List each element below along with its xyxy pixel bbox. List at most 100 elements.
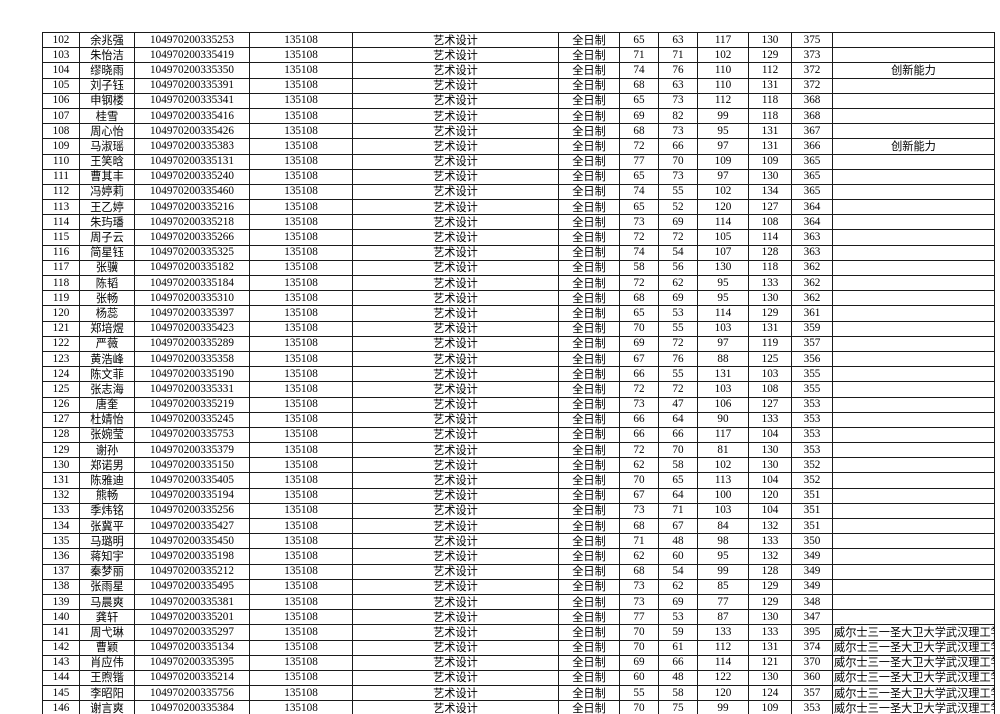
cell-exam-number: 104970200335423 — [134, 320, 250, 337]
cell-score-1: 68 — [619, 563, 659, 580]
cell-score-2: 73 — [658, 92, 698, 109]
cell-exam-number: 104970200335358 — [134, 350, 250, 368]
cell-exam-number: 104970200335134 — [134, 639, 250, 656]
cell-exam-number: 104970200335219 — [134, 396, 250, 413]
cell-study-type: 全日制 — [558, 92, 620, 109]
cell-name: 周子云 — [79, 229, 135, 246]
cell-major-code: 135108 — [249, 411, 353, 428]
cell-score-3: 120 — [697, 685, 749, 702]
cell-index: 104 — [42, 62, 80, 79]
cell-study-type: 全日制 — [558, 517, 620, 535]
cell-score-3: 95 — [697, 290, 749, 307]
cell-score-1: 72 — [619, 442, 659, 459]
cell-name: 王笑晗 — [79, 153, 135, 170]
cell-name: 王乙婷 — [79, 199, 135, 216]
cell-score-3: 106 — [697, 396, 749, 413]
cell-name: 曹颖 — [79, 639, 135, 656]
cell-score-4: 130 — [748, 442, 792, 459]
cell-score-2: 61 — [658, 639, 698, 656]
cell-exam-number: 104970200335379 — [134, 442, 250, 459]
cell-note: 威尔士三一圣大卫大学武汉理工学院 — [832, 624, 995, 641]
cell-score-1: 66 — [619, 426, 659, 444]
cell-score-2: 70 — [658, 153, 698, 170]
cell-score-4: 131 — [748, 77, 792, 94]
cell-score-1: 62 — [619, 457, 659, 474]
cell-major-code: 135108 — [249, 244, 353, 261]
cell-note — [832, 305, 995, 322]
cell-score-2: 60 — [658, 548, 698, 565]
cell-name: 郑培煜 — [79, 320, 135, 337]
cell-study-type: 全日制 — [558, 396, 620, 413]
cell-score-1: 66 — [619, 366, 659, 383]
cell-score-4: 112 — [748, 62, 792, 79]
cell-study-type: 全日制 — [558, 669, 620, 687]
table-row: 145 李昭阳 104970200335756 135108 艺术设计 全日制 55 58 12… — [42, 685, 995, 702]
cell-study-type: 全日制 — [558, 244, 620, 261]
cell-major-code: 135108 — [249, 563, 353, 580]
cell-study-type: 全日制 — [558, 700, 620, 714]
cell-score-2: 48 — [658, 533, 698, 550]
table-row: 108 周心怡 104970200335426 135108 艺术设计 全日制 68 73 95… — [42, 123, 995, 140]
table-row: 143 肖应伟 104970200335395 135108 艺术设计 全日制 69 66 11… — [42, 654, 995, 671]
cell-total: 365 — [791, 168, 833, 185]
cell-exam-number: 104970200335297 — [134, 624, 250, 641]
cell-major-code: 135108 — [249, 700, 353, 714]
cell-note — [832, 199, 995, 216]
table-row: 109 马淑瑶 104970200335383 135108 艺术设计 全日制 72 66 97… — [42, 138, 995, 155]
cell-note — [832, 92, 995, 109]
cell-name: 马淑瑶 — [79, 138, 135, 155]
cell-name: 龚轩 — [79, 609, 135, 626]
cell-score-2: 73 — [658, 168, 698, 185]
cell-major-code: 135108 — [249, 685, 353, 702]
cell-field: 艺术设计 — [352, 563, 559, 580]
cell-field: 艺术设计 — [352, 639, 559, 656]
cell-index: 116 — [42, 244, 80, 261]
cell-study-type: 全日制 — [558, 47, 620, 64]
cell-index: 131 — [42, 472, 80, 489]
cell-exam-number: 104970200335190 — [134, 366, 250, 383]
cell-score-3: 117 — [697, 31, 749, 49]
cell-score-4: 129 — [748, 305, 792, 322]
cell-study-type: 全日制 — [558, 107, 620, 125]
cell-score-4: 104 — [748, 472, 792, 489]
table-row: 131 陈雅迪 104970200335405 135108 艺术设计 全日制 70 65 11… — [42, 472, 995, 489]
cell-score-3: 130 — [697, 259, 749, 277]
cell-score-4: 125 — [748, 350, 792, 368]
cell-score-2: 53 — [658, 305, 698, 322]
cell-name: 谢言爽 — [79, 700, 135, 714]
cell-score-4: 118 — [748, 107, 792, 125]
cell-score-3: 97 — [697, 168, 749, 185]
cell-field: 艺术设计 — [352, 92, 559, 109]
cell-major-code: 135108 — [249, 609, 353, 626]
cell-score-3: 122 — [697, 669, 749, 687]
cell-total: 353 — [791, 411, 833, 428]
cell-score-4: 121 — [748, 654, 792, 671]
table-row: 115 周子云 104970200335266 135108 艺术设计 全日制 72 72 10… — [42, 229, 995, 246]
cell-field: 艺术设计 — [352, 654, 559, 671]
cell-score-4: 104 — [748, 502, 792, 520]
cell-score-3: 110 — [697, 77, 749, 94]
cell-index: 126 — [42, 396, 80, 413]
cell-total: 366 — [791, 138, 833, 155]
cell-total: 349 — [791, 578, 833, 595]
cell-study-type: 全日制 — [558, 381, 620, 398]
cell-score-4: 130 — [748, 31, 792, 49]
cell-score-1: 60 — [619, 669, 659, 687]
cell-field: 艺术设计 — [352, 335, 559, 352]
cell-exam-number: 104970200335350 — [134, 62, 250, 79]
cell-index: 144 — [42, 669, 80, 687]
cell-exam-number: 104970200335256 — [134, 502, 250, 520]
cell-score-2: 65 — [658, 472, 698, 489]
cell-exam-number: 104970200335419 — [134, 47, 250, 64]
cell-major-code: 135108 — [249, 62, 353, 79]
cell-exam-number: 104970200335218 — [134, 214, 250, 231]
table-row: 129 谢孙 104970200335379 135108 艺术设计 全日制 72 70 81 1… — [42, 442, 995, 459]
cell-name: 黄浩峰 — [79, 350, 135, 368]
cell-total: 351 — [791, 487, 833, 504]
cell-field: 艺术设计 — [352, 229, 559, 246]
cell-name: 杜婧怡 — [79, 411, 135, 428]
cell-name: 谢孙 — [79, 442, 135, 459]
cell-total: 352 — [791, 472, 833, 489]
cell-total: 364 — [791, 199, 833, 216]
cell-note — [832, 47, 995, 64]
